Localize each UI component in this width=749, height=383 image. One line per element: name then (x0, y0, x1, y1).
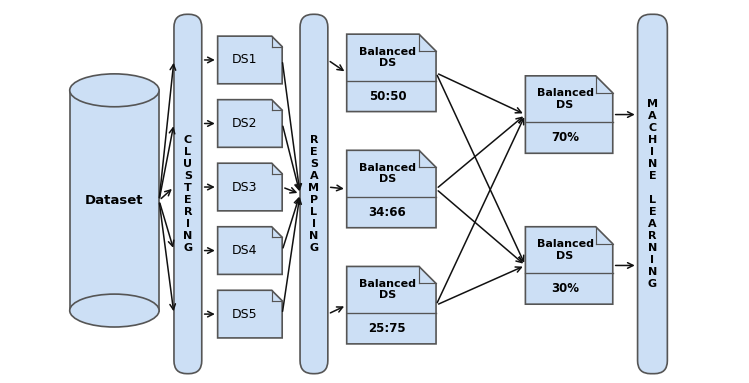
Text: R
E
S
A
M
P
L
I
N
G: R E S A M P L I N G (309, 135, 319, 253)
Polygon shape (218, 100, 282, 147)
Polygon shape (347, 267, 436, 344)
FancyBboxPatch shape (300, 14, 328, 374)
Text: Balanced
DS: Balanced DS (359, 163, 416, 184)
Text: M
A
C
H
I
N
E
 
L
E
A
R
N
I
N
G: M A C H I N E L E A R N I N G (647, 99, 658, 289)
Text: Dataset: Dataset (85, 194, 144, 207)
Text: 30%: 30% (551, 282, 579, 295)
Text: C
L
U
S
T
E
R
I
N
G: C L U S T E R I N G (184, 135, 192, 253)
Polygon shape (218, 36, 282, 84)
Polygon shape (525, 227, 613, 304)
Text: 70%: 70% (551, 131, 579, 144)
Polygon shape (525, 76, 613, 153)
Bar (70, 90, 159, 311)
FancyBboxPatch shape (174, 14, 201, 374)
Polygon shape (218, 290, 282, 338)
Text: Balanced
DS: Balanced DS (359, 47, 416, 68)
Polygon shape (347, 34, 436, 111)
Ellipse shape (70, 294, 159, 327)
Text: 34:66: 34:66 (369, 206, 406, 219)
FancyBboxPatch shape (637, 14, 667, 374)
Text: 25:75: 25:75 (369, 322, 406, 335)
Text: Balanced
DS: Balanced DS (536, 88, 594, 110)
Polygon shape (347, 150, 436, 228)
Text: Balanced
DS: Balanced DS (359, 279, 416, 301)
Text: DS4: DS4 (232, 244, 258, 257)
Polygon shape (218, 163, 282, 211)
Text: DS3: DS3 (232, 180, 258, 193)
Text: DS5: DS5 (232, 308, 258, 321)
Text: DS2: DS2 (232, 117, 258, 130)
Ellipse shape (70, 74, 159, 107)
Text: DS1: DS1 (232, 54, 258, 67)
Polygon shape (218, 227, 282, 274)
Text: 50:50: 50:50 (369, 90, 406, 103)
Text: Balanced
DS: Balanced DS (536, 239, 594, 261)
